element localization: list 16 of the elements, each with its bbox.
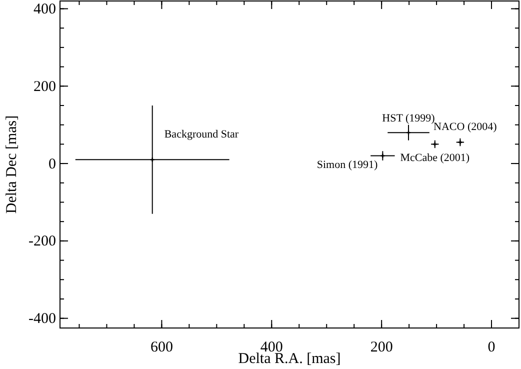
y-tick-label: 0	[48, 156, 56, 172]
point	[150, 157, 155, 162]
y-axis-title: Delta Dec [mas]	[4, 115, 20, 214]
y-tick-label: 200	[34, 78, 56, 95]
annotation: Background Star	[164, 128, 239, 141]
annotation: NACO (2004)	[434, 121, 498, 134]
x-tick-label: 200	[370, 340, 393, 356]
annotation: McCabe (2001)	[400, 152, 470, 164]
x-tick-label: 600	[150, 340, 173, 356]
y-tick-label: -200	[28, 234, 56, 250]
y-tick-label: -400	[28, 311, 56, 328]
annotation: HST (1999)	[382, 112, 436, 125]
point	[380, 153, 386, 158]
y-tick-label: 400	[34, 2, 56, 18]
x-tick-label: 0	[488, 340, 496, 356]
annotation: Simon (1991)	[316, 158, 378, 171]
